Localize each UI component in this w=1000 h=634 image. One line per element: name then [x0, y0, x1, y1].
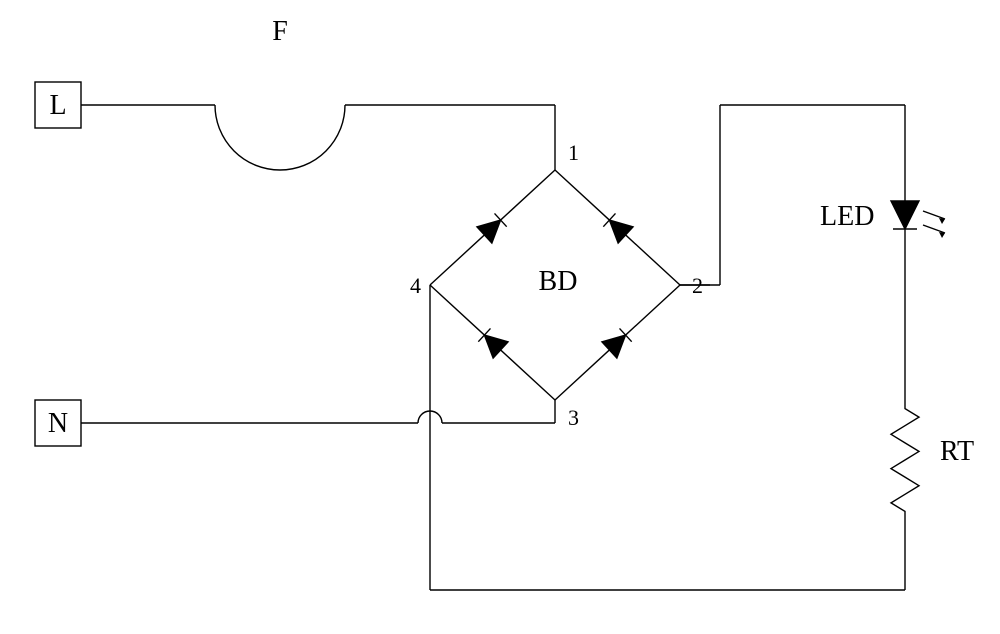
bridge-node-1: 1	[568, 140, 579, 165]
terminal-n-label: N	[48, 408, 68, 439]
led-icon	[891, 201, 919, 229]
bridge-node-4: 4	[410, 273, 421, 298]
fuse-arc	[215, 105, 345, 170]
resistor-label: RT	[940, 436, 974, 467]
circuit-schematic: LNFBD1234LEDRT	[0, 0, 1000, 634]
terminal-l-label: L	[49, 90, 66, 121]
led-label: LED	[820, 201, 874, 232]
fuse-label: F	[272, 16, 288, 47]
bridge-node-3: 3	[568, 405, 579, 430]
resistor-rt	[891, 400, 919, 520]
bridge-label: BD	[539, 266, 578, 297]
